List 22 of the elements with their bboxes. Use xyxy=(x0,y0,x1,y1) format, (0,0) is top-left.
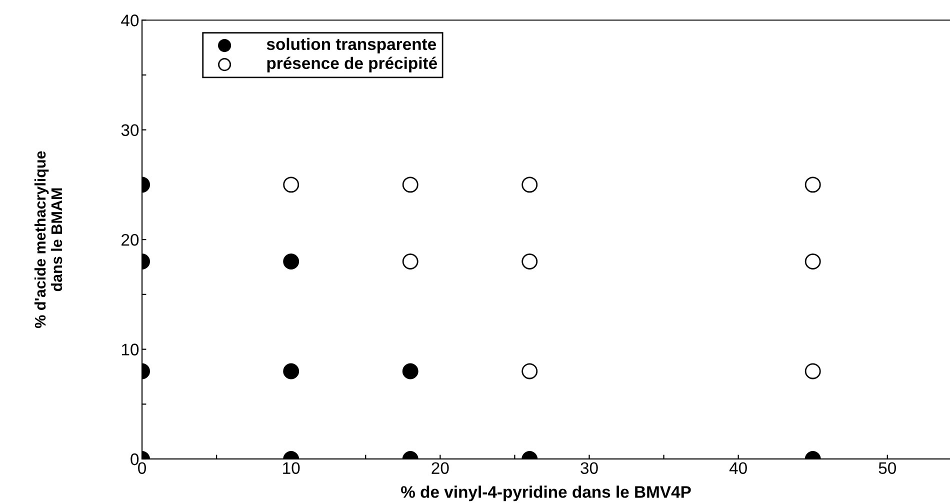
point xyxy=(283,254,300,270)
point xyxy=(283,176,300,193)
x-tick-label: 50 xyxy=(878,462,896,474)
y-tick-label: 20 xyxy=(122,234,139,246)
x-axis-title: % de vinyl-4-pyridine dans le BMV4P xyxy=(401,486,691,502)
point xyxy=(402,254,418,270)
point xyxy=(522,176,538,193)
x-tick-label: 40 xyxy=(729,462,747,474)
point xyxy=(402,176,418,193)
y-axis-title: % d'acide methacrylique dans le BMAM xyxy=(34,151,62,328)
point xyxy=(804,176,821,193)
x-tick-label: 10 xyxy=(283,462,300,474)
x-tick-label: 20 xyxy=(432,462,449,474)
y-tick-label: 0 xyxy=(130,453,139,466)
y-tick-label: 10 xyxy=(122,344,139,356)
legend-label: présence de précipité xyxy=(267,56,438,72)
x-tick-label: 30 xyxy=(580,462,598,474)
legend-label: solution transparente xyxy=(266,38,436,54)
y-tick-label: 30 xyxy=(121,124,139,136)
point xyxy=(522,254,538,270)
y-tick-label: 40 xyxy=(121,14,139,26)
point xyxy=(804,254,821,270)
